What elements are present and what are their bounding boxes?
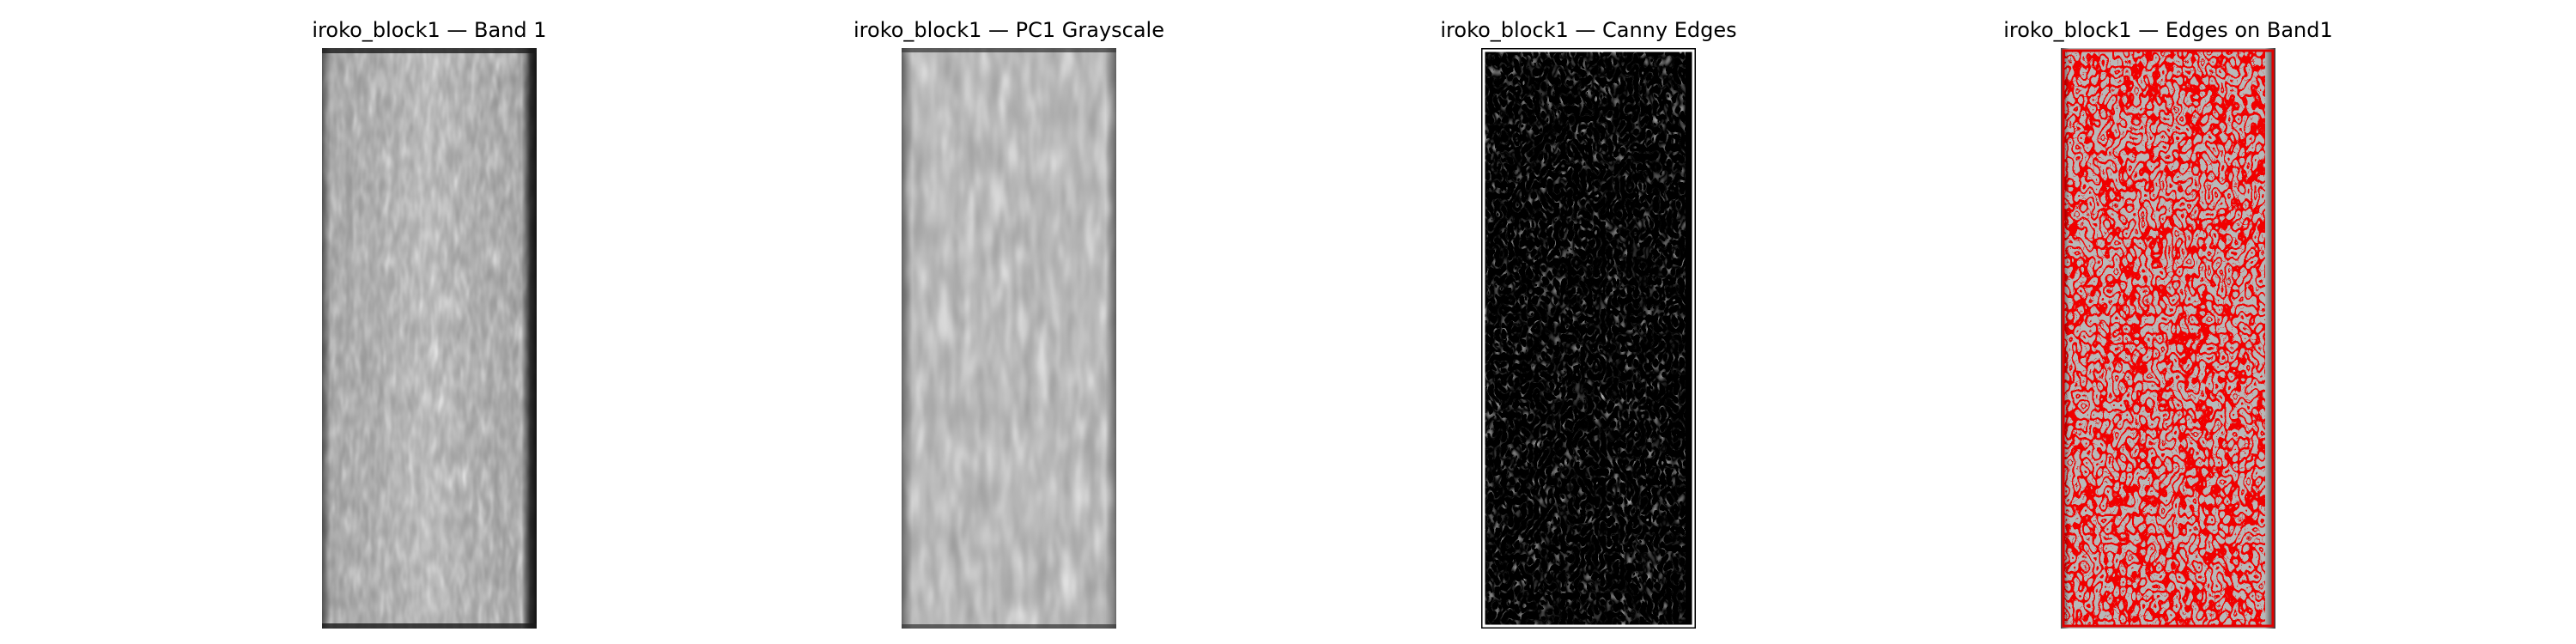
panel-title-canny: iroko_block1 — Canny Edges [1440,18,1737,42]
pc1-image [902,48,1116,629]
panel-title-pc1: iroko_block1 — PC1 Grayscale [854,18,1164,42]
panel-title-overlay: iroko_block1 — Edges on Band1 [2003,18,2333,42]
edges-overlay-image [2061,48,2275,629]
band1-image [322,48,537,629]
panel-title-band1: iroko_block1 — Band 1 [312,18,547,42]
canny-edges-image [1481,48,1696,629]
